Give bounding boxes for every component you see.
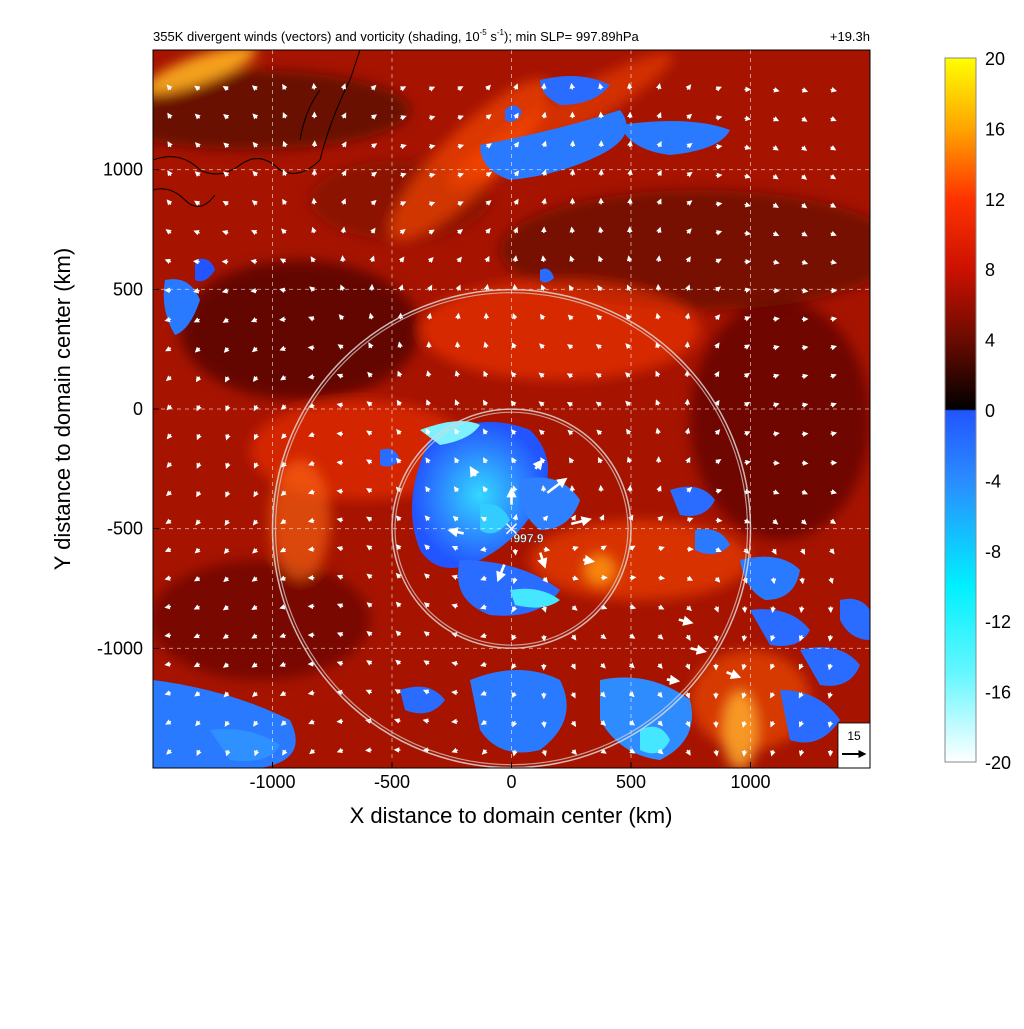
wind-vector: [314, 85, 315, 90]
colorbar-tick-label: 0: [985, 401, 995, 421]
wind-vector: [716, 175, 721, 176]
y-tick-label: -500: [107, 519, 143, 539]
colorbar-tick-label: -12: [985, 612, 1011, 632]
wind-vector: [745, 233, 750, 234]
reference-vector-label: 15: [847, 729, 861, 743]
wind-vector: [802, 291, 807, 292]
wind-vector: [630, 199, 631, 204]
wind-vector: [658, 578, 663, 579]
wind-vector: [543, 487, 544, 492]
wind-vector-strong: [583, 560, 592, 561]
colorbar-tick-label: 16: [985, 119, 1005, 139]
y-tick-label: 1000: [103, 160, 143, 180]
x-tick-label: -1000: [249, 772, 295, 792]
wind-vector: [543, 257, 544, 262]
x-tick-label: 500: [616, 772, 646, 792]
wind-vector: [338, 433, 343, 434]
wind-vector: [630, 171, 631, 176]
wind-vector: [802, 463, 807, 464]
wind-vector: [166, 635, 171, 636]
colorbar-tick-label: -20: [985, 753, 1011, 773]
colorbar-tick-label: 8: [985, 260, 995, 280]
wind-vector: [744, 750, 745, 755]
colorbar-tick-label: 4: [985, 331, 995, 351]
colorbar-bar: [945, 58, 976, 762]
colorbar-tick-label: 20: [985, 49, 1005, 69]
wind-vector: [830, 721, 831, 726]
colorbar-ticks: 20 16 12 8 4 0 -4 -8 -12 -16 -20: [985, 49, 1011, 773]
wind-vector: [309, 377, 314, 378]
wind-vector-strong: [667, 679, 677, 680]
x-tick-label: 1000: [730, 772, 770, 792]
chart-title: 355K divergent winds (vectors) and vorti…: [153, 28, 640, 44]
wind-vector: [629, 85, 630, 90]
wind-vector: [773, 578, 774, 583]
wind-vector: [252, 261, 257, 262]
wind-vector: [801, 606, 802, 611]
wind-vector: [544, 721, 545, 726]
wind-vector: [716, 146, 721, 147]
x-axis-label: X distance to domain center (km): [350, 803, 673, 828]
wind-vector: [458, 314, 459, 319]
wind-vector: [773, 433, 778, 434]
wind-vector: [572, 85, 573, 90]
wind-vector: [166, 664, 171, 665]
center-slp-label: 997.9: [514, 532, 544, 546]
y-tick-label: 0: [133, 399, 143, 419]
wind-vector: [716, 204, 721, 205]
wind-vector: [830, 635, 831, 640]
wind-vector: [338, 462, 343, 463]
colorbar: 20 16 12 8 4 0 -4 -8 -12 -16 -20: [945, 49, 1011, 773]
wind-vector: [195, 291, 200, 292]
y-axis-ticks: 1000 500 0 -500 -1000: [97, 160, 159, 659]
colorbar-tick-label: -16: [985, 683, 1011, 703]
wind-vector: [309, 693, 314, 694]
wind-vector: [399, 343, 400, 348]
wind-vector: [745, 118, 750, 119]
wind-vector: [716, 750, 717, 755]
wind-vector: [195, 261, 200, 262]
wind-vector: [658, 257, 659, 262]
wind-vector: [630, 142, 631, 147]
reference-vector-box: 15: [838, 723, 870, 768]
wind-vector: [343, 228, 344, 233]
wind-vector: [486, 286, 487, 291]
wind-vector: [773, 319, 778, 320]
y-tick-label: -1000: [97, 638, 143, 658]
y-tick-label: 500: [113, 279, 143, 299]
wind-vector: [716, 635, 717, 640]
wind-vector: [338, 491, 343, 492]
plot-area: 997.9: [90, 36, 900, 770]
wind-vector: [745, 462, 750, 463]
wind-vector: [166, 606, 171, 607]
colorbar-tick-label: -4: [985, 471, 1001, 491]
y-axis-label: Y distance to domain center (km): [50, 248, 75, 570]
wind-vector: [309, 549, 314, 550]
time-label: +19.3h: [830, 29, 870, 44]
wind-vector: [572, 228, 573, 233]
wind-vector: [831, 318, 836, 319]
wind-vector: [802, 347, 807, 348]
wind-vector: [600, 228, 601, 233]
colorbar-tick-label: -8: [985, 542, 1001, 562]
x-tick-label: 0: [506, 772, 516, 792]
wind-vector: [515, 257, 516, 262]
wind-vector: [482, 549, 487, 550]
wind-vector: [252, 291, 257, 292]
wind-vector: [314, 199, 315, 204]
colorbar-tick-label: 12: [985, 190, 1005, 210]
wind-vector: [773, 606, 774, 611]
wind-vector: [744, 635, 745, 640]
wind-vector: [802, 578, 803, 583]
x-tick-label: -500: [374, 772, 410, 792]
